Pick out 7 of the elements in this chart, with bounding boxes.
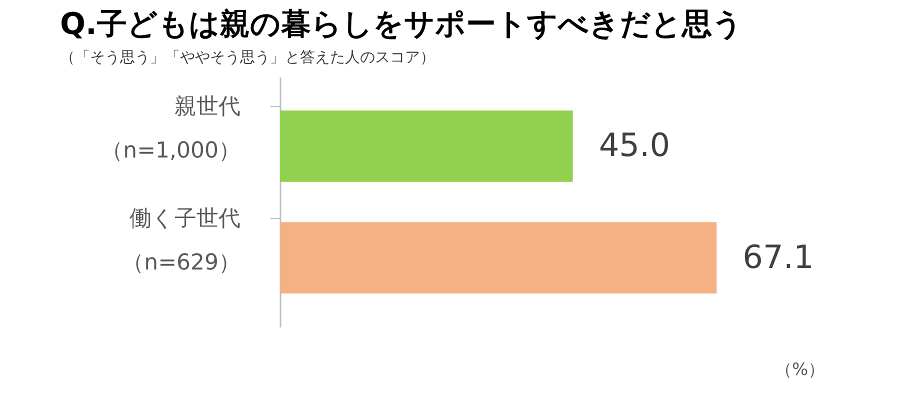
data-label: 45.0 xyxy=(598,126,670,164)
chart-title: Q.子どもは親の暮らしをサポートすべきだと思う xyxy=(60,7,743,42)
chart-subtitle: （「そう思う」「ややそう思う」と答えた人のスコア） xyxy=(60,48,435,66)
y-tick-label: 働く子世代（n=629） xyxy=(122,206,240,276)
y-tick-label: 親世代（n=1,000） xyxy=(101,94,240,164)
data-label: 67.1 xyxy=(742,238,814,276)
text: （%） xyxy=(775,359,826,381)
